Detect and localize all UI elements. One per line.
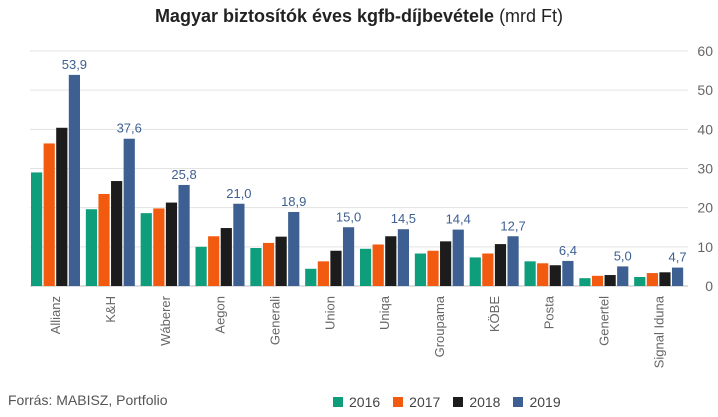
bar-2018 [440, 241, 452, 286]
y-tick-label: 20 [697, 200, 713, 216]
category-label: Uniqa [377, 295, 392, 330]
bar-2016 [524, 261, 536, 286]
bar-2017 [262, 242, 275, 286]
category-label: Groupama [432, 295, 447, 357]
legend-item-2016: 2016 [333, 394, 380, 410]
category-label: KÖBE [487, 296, 502, 332]
y-tick-label: 60 [697, 43, 713, 59]
bar-2017 [153, 208, 165, 286]
y-tick-label: 0 [705, 278, 713, 294]
bar-2018 [604, 275, 616, 286]
bar-2019 [123, 138, 135, 286]
bar-2019 [233, 203, 245, 286]
legend-label-2017: 2017 [409, 394, 441, 410]
y-tick-label: 30 [697, 161, 713, 177]
bar-2016 [634, 276, 646, 286]
bar-2017 [208, 236, 220, 286]
legend: 2016 2017 2018 2019 [333, 394, 574, 410]
y-tick-label: 50 [697, 82, 713, 98]
bar-2016 [414, 253, 427, 286]
bar-2017 [482, 253, 494, 286]
legend-swatch-2018 [453, 397, 464, 407]
bar-2019 [342, 227, 355, 286]
bar-2019 [671, 267, 684, 286]
data-label: 14,4 [446, 212, 471, 227]
legend-label-2018: 2018 [469, 394, 501, 410]
chart-title-text: Magyar biztosítók éves kgfb-díjbevétele [154, 6, 495, 26]
category-label: Wáberer [158, 295, 173, 346]
data-label: 18,9 [281, 194, 306, 209]
bar-2017 [427, 250, 439, 286]
bar-2018 [494, 244, 507, 286]
bar-2016 [85, 209, 98, 286]
bar-2017 [317, 261, 329, 286]
bar-2019 [452, 229, 464, 286]
data-label: 37,6 [117, 121, 142, 136]
bar-2019 [288, 211, 300, 286]
bar-2019 [562, 260, 574, 286]
bar-2019 [178, 184, 190, 286]
category-label: Allianz [48, 296, 63, 334]
bar-2018 [165, 202, 178, 286]
legend-item-2019: 2019 [513, 394, 561, 410]
data-label: 6,4 [559, 243, 577, 258]
data-label: 53,9 [62, 57, 87, 72]
chart-title: Magyar biztosítók éves kgfb-díjbevétele … [0, 6, 718, 27]
category-label: K&H [103, 296, 118, 323]
category-label: Union [322, 296, 337, 330]
bar-2018 [275, 236, 287, 286]
bar-2018 [385, 236, 397, 286]
category-label: Signal Iduna [651, 295, 666, 368]
bar-2017 [98, 193, 110, 286]
source-note: Forrás: MABISZ, Portfolio [8, 392, 168, 408]
bar-2016 [579, 278, 591, 286]
bar-2016 [195, 246, 207, 286]
bar-2016 [31, 172, 43, 286]
bar-2017 [43, 143, 55, 286]
legend-item-2018: 2018 [453, 394, 500, 410]
bar-2016 [360, 248, 372, 286]
data-label: 5,0 [614, 248, 632, 263]
bar-2018 [659, 272, 671, 286]
chart-title-unit: (mrd Ft) [499, 6, 564, 26]
bar-2017 [537, 263, 549, 286]
legend-label-2019: 2019 [529, 394, 561, 410]
category-label: Aegon [213, 296, 228, 334]
legend-label-2016: 2016 [349, 394, 381, 410]
bar-2016 [305, 268, 317, 286]
legend-item-2017: 2017 [393, 394, 440, 410]
data-label: 4,7 [669, 250, 687, 265]
bar-2016 [250, 248, 262, 286]
bar-2017 [646, 273, 658, 286]
data-label: 25,8 [171, 167, 196, 182]
y-tick-label: 10 [697, 239, 713, 255]
legend-swatch-2017 [393, 397, 404, 407]
bar-2018 [220, 228, 232, 286]
category-label: Posta [542, 295, 557, 329]
bar-2018 [56, 127, 68, 287]
y-tick-label: 40 [697, 121, 713, 137]
data-label: 21,0 [226, 186, 251, 201]
bar-2019 [507, 236, 519, 286]
bar-2019 [617, 266, 629, 286]
bar-2017 [591, 275, 604, 286]
category-label: Generali [268, 296, 283, 345]
bar-2019 [68, 74, 80, 287]
bar-2019 [397, 229, 409, 286]
bar-2018 [111, 181, 123, 286]
bar-2016 [469, 257, 481, 286]
bar-2018 [549, 265, 561, 286]
category-label: Genertel [597, 296, 612, 346]
bar-2018 [330, 250, 342, 286]
data-label: 15,0 [336, 209, 361, 224]
data-label: 12,7 [500, 218, 525, 233]
legend-swatch-2019 [513, 397, 524, 407]
bar-2016 [140, 213, 152, 286]
data-label: 14,5 [391, 211, 416, 226]
bar-2017 [372, 244, 384, 286]
legend-swatch-2016 [333, 397, 343, 407]
